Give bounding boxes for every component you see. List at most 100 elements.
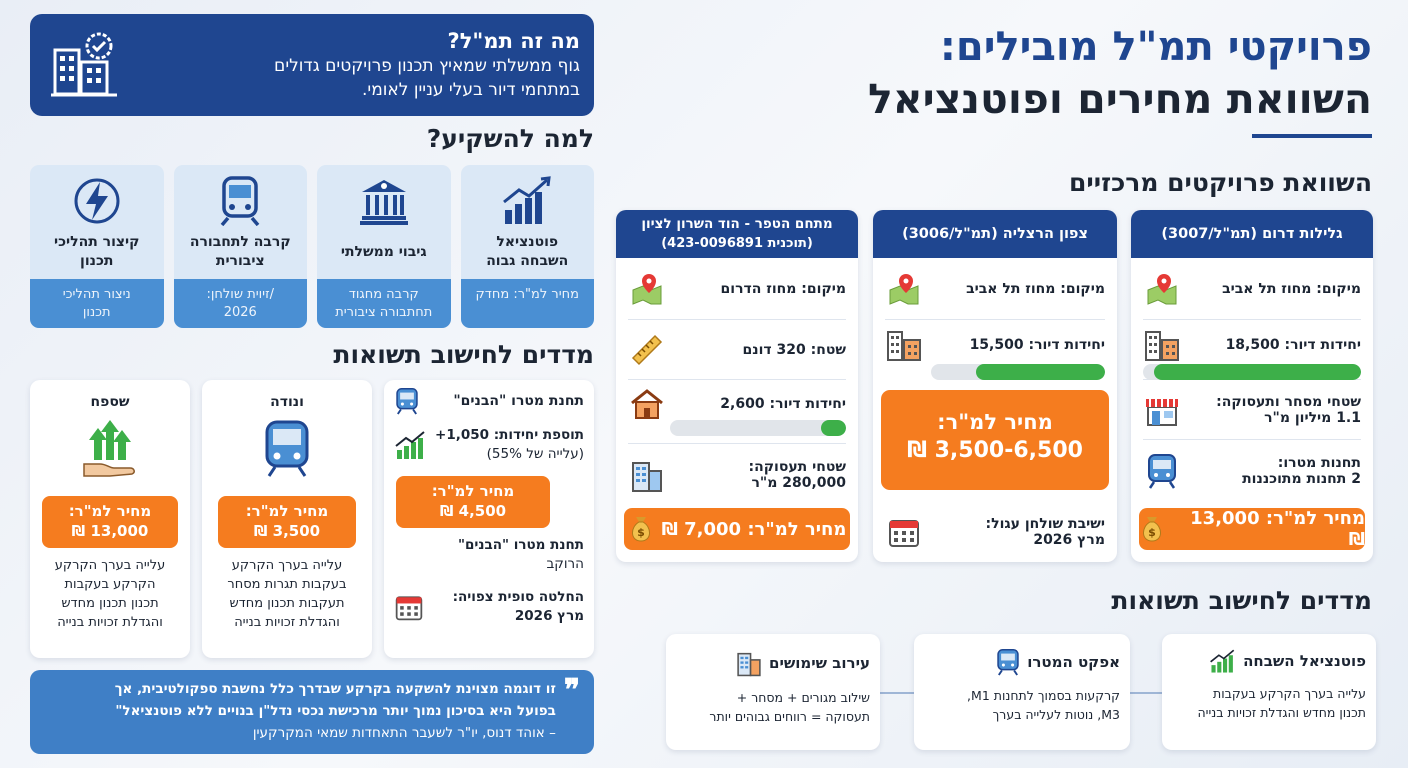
project-area: שטח: 320 דונם [742, 341, 846, 358]
project-price: מחיר למ"ר: 7,000 ₪ [661, 518, 847, 540]
project-employment-value: 280,000 מ"ר [751, 475, 847, 491]
metric-item-desc-2: תכנון מחדש והגדלת זכויות בנייה [1197, 705, 1367, 720]
train-icon [263, 420, 311, 478]
round-table-label: ישיבת שולחן עגול: [985, 516, 1105, 532]
metric-title: תחנת מטרו "הבנים" [453, 393, 584, 409]
calendar-icon [885, 515, 923, 549]
units-progress-fill [976, 364, 1105, 380]
metric-price-badge: מחיר למ"ר: 4,500 ₪ [396, 476, 550, 528]
metric-desc-line: תכנון תכנון מחדש [61, 596, 159, 611]
metric-desc-line: והגדלת זכויות בנייה [57, 615, 163, 630]
map-pin-icon [1143, 272, 1181, 306]
metric-station-sub: הרוקב [546, 556, 584, 572]
metric-item-desc-1: עלייה בערך הקרקע בעקבות [1213, 686, 1366, 701]
project-units: יחידות דיור: 18,500 [1225, 337, 1361, 353]
metric-desc-line: תעקבות תכנון מחדש [229, 596, 345, 611]
buildings-gear-icon [44, 25, 124, 105]
map-pin-icon [885, 272, 923, 306]
metric-item-title: פוטנציאל השבחה [1243, 652, 1366, 670]
project-metro-value: 2 תחנות מתוכננות [1242, 471, 1361, 487]
project-units: יחידות דיור: 15,500 [969, 337, 1105, 353]
metric-price-value: 13,000 ₪ [71, 522, 149, 540]
lightning-icon [69, 175, 125, 227]
title-underline [1252, 134, 1372, 138]
metric-card-metro-station: תחנת מטרו "הבנים" תוספת יחידות: 1,050+ (… [384, 380, 594, 658]
quote-attribution: – אוהד דנוס, יו"ר לשעבר התאחדות שמאי המק… [252, 725, 556, 741]
growth-chart-icon [1209, 648, 1237, 674]
page-title: פרויקטי תמ"ל מובילים: [939, 24, 1372, 70]
why-tile-label: קיצור תהליכי תכנון [53, 234, 140, 269]
units-progress-bar [670, 420, 846, 436]
shop-icon [1143, 393, 1181, 427]
round-table-date: מרץ 2026 [1033, 532, 1105, 548]
metric-added-units: תוספת יחידות: 1,050+ [435, 427, 584, 443]
projects-heading: השוואת פרויקטים מרכזיים [1068, 168, 1372, 197]
what-is-box: מה זה תמ"ל? גוף ממשלתי שמאיץ תכנון פרויק… [30, 14, 594, 116]
buildings-icon [1143, 328, 1181, 362]
metric-item-desc-2: M3, נוטות לעלייה בערך [992, 707, 1120, 722]
house-icon [628, 388, 666, 420]
project-card-title: מתחם הטפר - הוד השרון לציון [641, 216, 833, 232]
growth-chart-icon [394, 430, 428, 460]
why-tile-label: גיבוי ממשלתי [340, 244, 427, 260]
why-tile-shorten: קיצור תהליכי תכנון ניצור תהליכי תכנון [30, 165, 164, 328]
quote-line-2: בפועל היא בסיכון נמוך יותר מרכישת נכסי נ… [115, 703, 556, 719]
chart-up-icon [499, 175, 555, 227]
metric-title: שספח [90, 394, 130, 410]
metric-item-mixed-use: עירוב שימושים שילוב מגורים + מסחר + תעסו… [666, 634, 880, 750]
quote-box: ❞ זו דוגמה מצוינת להשקעה בקרקע שבדרך כלל… [30, 670, 594, 754]
project-card-glilot: גלילות דרום (תמ"ל/3007) מיקום: מחוז תל א… [1131, 210, 1373, 562]
project-price-label: מחיר למ"ר: [937, 410, 1053, 434]
why-tile-transport: קרבה לתחבורה ציבורית /זיוית שולחן: 2026 [173, 165, 307, 328]
metric-card-growth: שספח מחיר למ"ר: 13,000 ₪ עלייה בערך הקרק… [30, 380, 190, 658]
why-tile-sub: מחיר למ"ר: מחדק [460, 279, 594, 328]
metrics-bottom-heading: מדדים לחישוב תשואות [1111, 586, 1372, 615]
ruler-icon [628, 333, 666, 367]
project-card-herzliya: צפון הרצליה (תמ"ל/3006) מיקום: מחוז תל א… [873, 210, 1117, 562]
train-icon [212, 175, 268, 227]
metric-description: עלייה בערך הקרקע הקרקע בעקבות תכנון תכנו… [30, 556, 190, 632]
what-is-body-2: במתחמי דיור בעלי עניין לאומי. [362, 80, 580, 100]
metric-desc-line: בעקבות תגרות מסחר [227, 577, 347, 592]
money-bag-icon: $ [1139, 515, 1165, 543]
project-price-bar: מחיר למ"ר: 7,000 ₪ $ [624, 508, 850, 550]
why-invest-heading: למה להשקיע? [426, 124, 594, 153]
office-building-icon [735, 648, 763, 678]
page-subtitle: השוואת מחירים ופוטנציאל [867, 75, 1372, 123]
units-progress-fill [821, 420, 846, 436]
units-progress-bar [1143, 364, 1361, 380]
project-card-header: גלילות דרום (תמ"ל/3007) [1131, 210, 1373, 258]
money-bag-icon: $ [628, 515, 654, 543]
government-building-icon [356, 175, 412, 227]
metric-item-metro: אפקט המטרו קרקעות בסמוך לתחנות M1, M3, נ… [914, 634, 1130, 750]
metric-item-title: אפקט המטרו [1027, 653, 1120, 671]
project-location: מיקום: מחוז תל אביב [1222, 280, 1361, 297]
project-card-header: מתחם הטפר - הוד השרון לציון (תוכנית 423-… [616, 210, 858, 258]
project-location: מיקום: מחוז תל אביב [966, 280, 1105, 297]
metric-item-upgrade: פוטנציאל השבחה עלייה בערך הקרקע בעקבות ת… [1162, 634, 1376, 750]
metric-desc-line: הקרקע בעקבות [64, 577, 156, 592]
metric-item-desc-2: תעסוקה = רווחים גבוהים יותר [709, 709, 870, 724]
metric-price-value: 3,500 ₪ [253, 522, 321, 540]
office-building-icon [628, 457, 666, 493]
quote-mark-icon: ❞ [563, 673, 580, 708]
project-price-value: 3,500-6,500 ₪ [907, 438, 1083, 463]
units-progress-fill [1153, 364, 1361, 380]
metric-item-desc-1: קרקעות בסמוך לתחנות M1, [967, 688, 1120, 703]
svg-text:$: $ [1148, 526, 1156, 539]
metric-item-title: עירוב שימושים [769, 654, 870, 672]
why-tile-sub: ניצור תהליכי תכנון [30, 279, 164, 328]
project-employment-label: שטחי תעסוקה: [748, 459, 846, 475]
metric-desc-line: עלייה בערך הקרקע [54, 558, 166, 573]
why-tile-potential: פוטנציאל השבחה גבוה מחיר למ"ר: מחדק [460, 165, 594, 328]
project-location: מיקום: מחוז הדרום [720, 280, 846, 297]
metric-description: עלייה בערך הקרקע בעקבות תגרות מסחר תעקבו… [202, 556, 372, 632]
project-card-header: צפון הרצליה (תמ"ל/3006) [873, 210, 1117, 258]
metric-card-train: ונודה מחיר למ"ר: 3,500 ₪ עלייה בערך הקרק… [202, 380, 372, 658]
project-commerce-label: שטחי מסחר ותעסוקה: [1216, 393, 1361, 410]
project-price-bar: מחיר למ"ר: 13,000 ₪ $ [1139, 508, 1365, 550]
calendar-icon [394, 592, 424, 622]
metric-desc-line: עלייה בערך הקרקע [231, 558, 343, 573]
what-is-heading: מה זה תמ"ל? [447, 29, 580, 53]
metric-added-percent: (עלייה של 55%) [486, 446, 584, 462]
